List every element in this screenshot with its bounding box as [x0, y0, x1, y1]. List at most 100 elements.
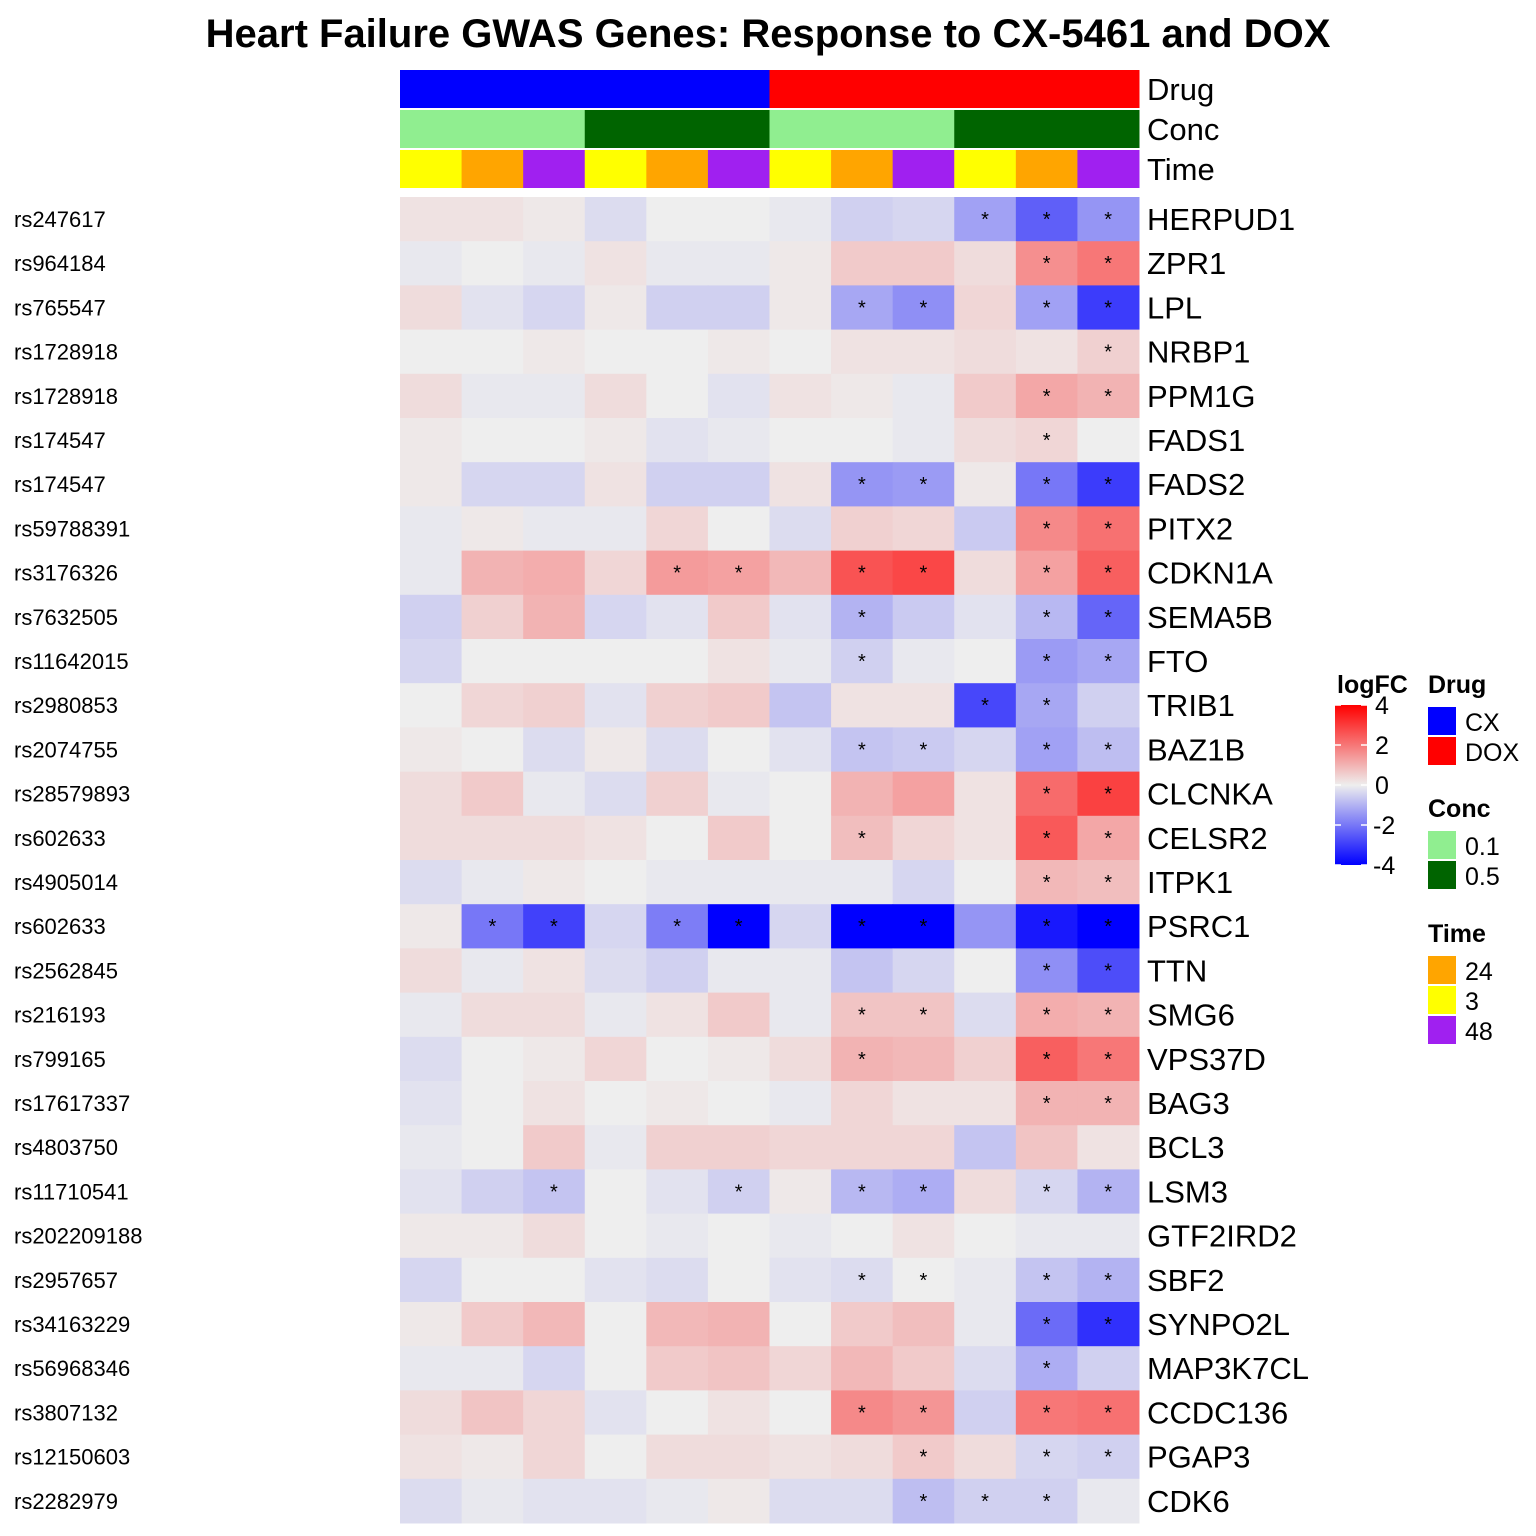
row-gene-label: TTN: [1147, 953, 1207, 988]
heatmap-cell: [954, 285, 1017, 331]
annotation-time-cell: [769, 150, 832, 188]
heatmap-cell: [584, 1036, 647, 1082]
row-gene-label: CCDC136: [1147, 1395, 1288, 1430]
significance-star: *: [858, 916, 866, 938]
heatmap-cell: [1015, 1390, 1078, 1436]
heatmap-cell: [523, 373, 586, 419]
heatmap-cell: [523, 506, 586, 552]
heatmap-cell: [769, 815, 832, 861]
heatmap-cell: [769, 285, 832, 331]
heatmap-cell: [400, 948, 463, 994]
heatmap-cell: [707, 550, 770, 596]
heatmap-cell: [954, 1081, 1017, 1126]
heatmap-cell: [523, 1478, 586, 1524]
annotation-conc-cell: [646, 110, 709, 148]
heatmap-cell: [1015, 948, 1078, 994]
heatmap-cell: [1015, 462, 1078, 507]
row-gene-label: CDK6: [1147, 1484, 1230, 1519]
annotation-conc-cell: [707, 110, 770, 148]
heatmap-cell: [461, 241, 524, 286]
annotation-drug-cell: [1015, 70, 1078, 108]
heatmap-cell: [769, 241, 832, 286]
heatmap-cell: [400, 1036, 463, 1082]
heatmap-cell: [954, 373, 1017, 419]
heatmap-cell: [831, 727, 894, 773]
row-snp-label: rs11710541: [14, 1179, 129, 1204]
heatmap-cell: [584, 329, 647, 375]
heatmap-cell: [1077, 727, 1140, 773]
heatmap-cell: [707, 1346, 770, 1391]
heatmap-cell: [769, 904, 832, 949]
significance-star: *: [673, 563, 681, 585]
heatmap-cell: [769, 683, 832, 728]
significance-star: *: [1104, 1093, 1112, 1115]
heatmap-cell: [769, 373, 832, 419]
heatmap-cell: [584, 771, 647, 817]
significance-star: *: [981, 695, 989, 717]
heatmap-cell: [769, 1213, 832, 1259]
heatmap-cell: [461, 815, 524, 861]
heatmap-cell: [1077, 1169, 1140, 1215]
legend-logfc-tick-label: -2: [1373, 812, 1395, 840]
annotation-drug-cell: [523, 70, 586, 108]
annotation-drug-cell: [584, 70, 647, 108]
heatmap-cell: [523, 1169, 586, 1215]
heatmap-cell: [646, 197, 709, 242]
row-snp-label: rs4803750: [14, 1135, 118, 1160]
heatmap-cell: [584, 727, 647, 773]
heatmap-cell: [400, 241, 463, 286]
heatmap-cell: [400, 1081, 463, 1126]
heatmap-cell: [584, 418, 647, 463]
row-snp-label: rs247617: [14, 207, 106, 232]
significance-star: *: [858, 607, 866, 629]
significance-star: *: [1043, 474, 1051, 496]
heatmap-cell: [1015, 1081, 1078, 1126]
heatmap-cell: [400, 550, 463, 596]
heatmap-cell: [707, 241, 770, 286]
legend-drug-label: DOX: [1465, 739, 1520, 767]
heatmap-cell: [523, 1390, 586, 1436]
significance-star: *: [1104, 916, 1112, 938]
heatmap-cell: [1015, 860, 1078, 905]
significance-star: *: [920, 1447, 928, 1469]
heatmap-cell: [584, 1302, 647, 1347]
heatmap-cell: [1077, 948, 1140, 994]
heatmap-cell: [646, 1478, 709, 1524]
heatmap-cell: [892, 992, 955, 1038]
legend-conc-title: Conc: [1428, 795, 1491, 823]
annotation-drug-label: Drug: [1147, 72, 1214, 107]
legend-logfc-tick-label: -4: [1373, 852, 1395, 880]
heatmap-cell: [954, 683, 1017, 728]
heatmap-cell: [584, 197, 647, 242]
significance-star: *: [1043, 607, 1051, 629]
heatmap-cell: [892, 1213, 955, 1259]
heatmap-cell: [954, 948, 1017, 994]
heatmap-cell: [769, 197, 832, 242]
annotation-time-cell: [1077, 150, 1140, 188]
heatmap-cell: [1077, 1125, 1140, 1170]
legend-time-label: 48: [1465, 1018, 1493, 1046]
heatmap-cell: [523, 550, 586, 596]
significance-star: *: [735, 563, 743, 585]
significance-star: *: [858, 297, 866, 319]
heatmap-cell: [769, 771, 832, 817]
significance-star: *: [550, 1181, 558, 1203]
row-snp-label: rs12150603: [14, 1445, 130, 1470]
heatmap-cell: [1077, 197, 1140, 242]
heatmap-cell: [892, 1125, 955, 1170]
heatmap-cell: [707, 992, 770, 1038]
significance-star: *: [1104, 297, 1112, 319]
legend-logfc-title: logFC: [1337, 671, 1408, 699]
significance-star: *: [858, 474, 866, 496]
heatmap-cell: [461, 904, 524, 949]
heatmap-cell: [646, 1346, 709, 1391]
heatmap-cell: [892, 948, 955, 994]
heatmap-cell: [584, 1434, 647, 1480]
heatmap-cell: [1077, 1390, 1140, 1436]
heatmap-cell: [769, 1257, 832, 1303]
heatmap-cell: [892, 1434, 955, 1480]
heatmap-cell: [831, 639, 894, 684]
heatmap-cell: [523, 285, 586, 331]
heatmap-cell: [954, 1302, 1017, 1347]
annotation-conc-cell: [400, 110, 463, 148]
